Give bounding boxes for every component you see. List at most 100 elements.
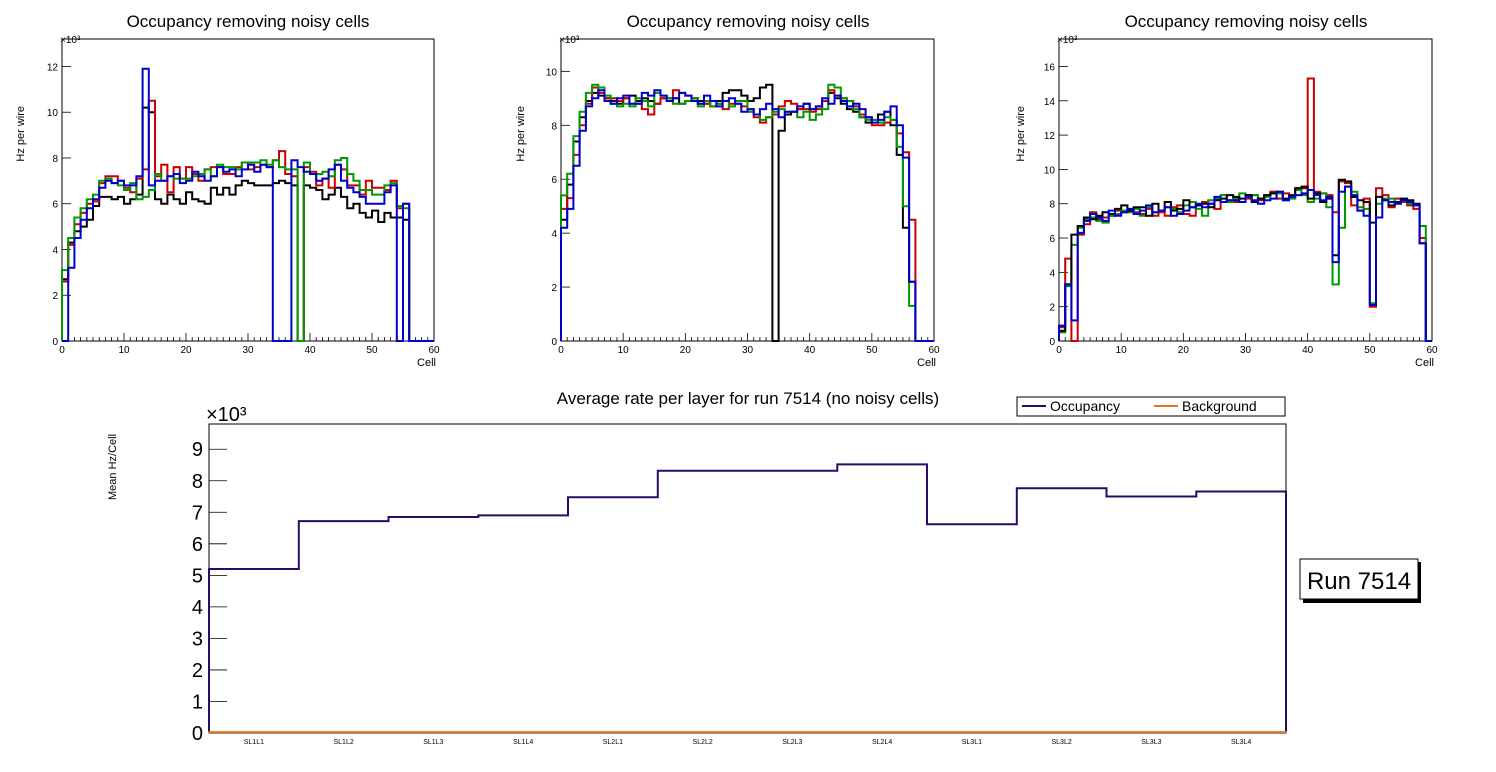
y-tick-label: 0 [52,337,58,348]
panel-frame [560,38,935,342]
y-tick-label: 6 [52,200,58,211]
y-tick-label: 6 [192,534,203,556]
category-label: SL1L1 [244,739,264,746]
y-tick-label: 9 [192,439,203,461]
y-tick-label: 12 [1044,131,1056,142]
y-tick-label: 0 [1049,337,1055,348]
panel1-title: Occupancy removing noisy cells [127,12,370,31]
y-tick-label: 3 [192,628,203,650]
legend-occupancy-label: Occupancy [1050,398,1120,414]
y-tick-label: 2 [52,291,58,302]
x-tick-label: 40 [1302,345,1314,356]
series-blue [1058,185,1432,342]
panel1-exponent: ×10³ [60,35,81,46]
series-black [61,106,434,342]
panel-frame [61,38,435,342]
y-tick-label: 8 [192,471,203,493]
y-tick-label: 2 [1049,303,1055,314]
x-tick-label: 10 [618,345,630,356]
y-tick-label: 5 [192,565,203,587]
x-tick-label: 30 [242,345,254,356]
y-tick-label: 10 [47,108,59,119]
panel1-plot: 0 10 20 30 40 50 60 0 2 4 6 8 10 12 [47,38,440,356]
bottom-plot: 0 1 2 3 4 5 6 7 8 9 SL1L1 SL1L2 SL1L3 SL1L4 SL2L1 SL2L2… [192,423,1287,746]
legend: Occupancy Background [1016,396,1286,417]
panel3-title: Occupancy removing noisy cells [1125,12,1368,31]
panel3-plot: 0 10 20 30 40 50 60 0 2 4 6 8 10 12 14 16 [1044,38,1438,356]
bottom-ylabel: Mean Hz/Cell [107,434,119,500]
series-blue [560,89,934,342]
run-label-text: Run 7514 [1307,568,1411,595]
x-tick-label: 10 [1116,345,1128,356]
category-label: SL2L3 [782,739,802,746]
legend-background-label: Background [1182,398,1257,414]
x-tick-label: 50 [1364,345,1376,356]
x-tick-label: 10 [118,345,130,356]
x-tick-label: 60 [1426,345,1438,356]
y-tick-label: 7 [192,502,203,524]
category-label: SL1L4 [513,739,533,746]
series-occupancy [208,463,1287,733]
panel3-xlabel: Cell [1415,357,1434,369]
y-tick-label: 12 [47,62,59,73]
x-tick-label: 0 [59,345,65,356]
x-tick-label: 60 [928,345,940,356]
panel1-xlabel: Cell [417,357,436,369]
x-tick-label: 40 [304,345,316,356]
x-tick-label: 20 [680,345,692,356]
bottom-title: Average rate per layer for run 7514 (no … [557,389,939,408]
series-background [208,731,1287,734]
panel2-exponent: ×10³ [559,35,580,46]
panel2-title: Occupancy removing noisy cells [627,12,870,31]
x-tick-label: 0 [1056,345,1062,356]
y-tick-label: 6 [551,175,557,186]
series-blue [62,67,434,342]
x-tick-label: 30 [742,345,754,356]
y-tick-label: 14 [1044,97,1056,108]
x-tick-label: 20 [180,345,192,356]
category-label: SL2L4 [872,739,892,746]
y-tick-label: 10 [1044,165,1056,176]
category-label: SL1L2 [334,739,354,746]
series-red [560,86,934,342]
y-tick-label: 2 [192,660,203,682]
panel1-ylabel: Hz per wire [15,106,27,162]
y-tick-label: 4 [1049,268,1055,279]
series-green [61,157,434,342]
category-label: SL3L1 [962,739,982,746]
category-label: SL3L3 [1141,739,1161,746]
category-label: SL2L1 [603,739,623,746]
panel3-exponent: ×10³ [1057,35,1078,46]
panel2-ylabel: Hz per wire [515,106,527,162]
legend-box [1016,396,1286,417]
y-tick-label: 4 [192,597,203,619]
panel3-ylabel: Hz per wire [1015,106,1027,162]
y-tick-label: 8 [52,154,58,165]
x-tick-label: 0 [558,345,564,356]
category-label: SL2L2 [693,739,713,746]
panel2-xlabel: Cell [917,357,936,369]
y-tick-label: 6 [1049,234,1055,245]
category-label: SL3L2 [1052,739,1072,746]
category-label: SL3L4 [1231,739,1251,746]
bottom-exponent: ×10³ [206,404,247,426]
y-tick-label: 8 [551,121,557,132]
y-tick-label: 10 [546,67,558,78]
x-tick-label: 50 [366,345,378,356]
y-tick-label: 4 [52,245,58,256]
x-tick-label: 40 [804,345,816,356]
y-tick-label: 2 [551,283,557,294]
y-tick-label: 0 [551,337,557,348]
x-tick-label: 50 [866,345,878,356]
y-tick-label: 1 [192,691,203,713]
y-tick-label: 16 [1044,62,1056,73]
run-label-box: Run 7514 [1299,558,1421,603]
y-tick-label: 8 [1049,200,1055,211]
run-label-frame [1299,558,1419,600]
panel2-plot: 0 10 20 30 40 50 60 0 2 4 6 8 10 [546,38,940,356]
x-tick-label: 20 [1178,345,1190,356]
category-label: SL1L3 [423,739,443,746]
x-tick-label: 60 [428,345,440,356]
x-tick-label: 30 [1240,345,1252,356]
